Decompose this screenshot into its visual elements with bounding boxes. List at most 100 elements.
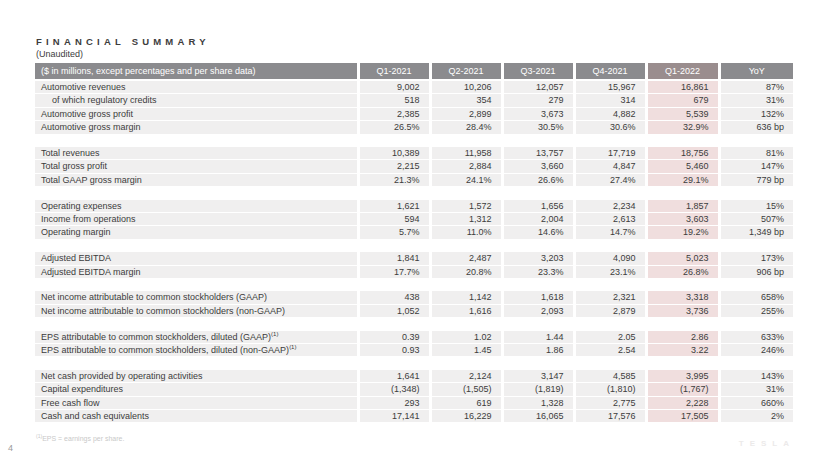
cell-value: 26.6% bbox=[502, 173, 574, 186]
row-label: Capital expenditures bbox=[35, 383, 358, 396]
cell-value: 2,613 bbox=[574, 213, 646, 226]
cell-value: 2,775 bbox=[574, 396, 646, 409]
cell-value: 1,312 bbox=[430, 213, 502, 226]
row-label: Automotive gross margin bbox=[35, 121, 358, 134]
row-label: Total gross profit bbox=[35, 160, 358, 173]
section-gap bbox=[35, 134, 793, 147]
cell-value: 81% bbox=[719, 147, 793, 160]
table-row: Automotive revenues9,00210,20612,05715,9… bbox=[35, 80, 793, 94]
table-row: Operating margin5.7%11.0%14.6%14.7%19.2%… bbox=[35, 226, 793, 239]
cell-value: 3,318 bbox=[646, 291, 719, 304]
cell-value: 31% bbox=[719, 383, 793, 396]
row-label: Income from operations bbox=[35, 213, 358, 226]
cell-value: 13,757 bbox=[502, 147, 574, 160]
table-row: Net income attributable to common stockh… bbox=[35, 304, 793, 317]
cell-value: 3,147 bbox=[502, 370, 574, 383]
section-gap bbox=[35, 279, 793, 292]
cell-value: 29.1% bbox=[646, 173, 719, 186]
cell-value: 2,234 bbox=[574, 200, 646, 213]
cell-value: 279 bbox=[502, 94, 574, 107]
cell-value: 143% bbox=[719, 370, 793, 383]
cell-value: 16,861 bbox=[646, 80, 719, 94]
table-row: Adjusted EBITDA margin17.7%20.8%23.3%23.… bbox=[35, 265, 793, 278]
footnote-text: EPS = earnings per share. bbox=[42, 435, 124, 442]
cell-value: 2,321 bbox=[574, 291, 646, 304]
cell-value: 10,206 bbox=[430, 80, 502, 94]
cell-value: 2% bbox=[719, 410, 793, 423]
cell-value: 1,142 bbox=[430, 291, 502, 304]
cell-value: 17,141 bbox=[358, 410, 430, 423]
cell-value: 1,616 bbox=[430, 304, 502, 317]
cell-value: 1,841 bbox=[358, 252, 430, 265]
cell-value: 17,505 bbox=[646, 410, 719, 423]
cell-value: 14.7% bbox=[574, 226, 646, 239]
cell-value: 173% bbox=[719, 252, 793, 265]
cell-value: 594 bbox=[358, 213, 430, 226]
cell-value: 5,539 bbox=[646, 107, 719, 120]
page-number: 4 bbox=[8, 443, 13, 453]
row-label: Total revenues bbox=[35, 147, 358, 160]
section-gap bbox=[35, 357, 793, 370]
cell-value: 21.3% bbox=[358, 173, 430, 186]
cell-value: 0.93 bbox=[358, 344, 430, 357]
cell-value: 2.54 bbox=[574, 344, 646, 357]
cell-value: 28.4% bbox=[430, 121, 502, 134]
cell-value: 4,090 bbox=[574, 252, 646, 265]
section-gap bbox=[35, 187, 793, 200]
row-label: Net cash provided by operating activitie… bbox=[35, 370, 358, 383]
label-superscript: (1) bbox=[271, 331, 278, 337]
row-label: Free cash flow bbox=[35, 396, 358, 409]
cell-value: 2,487 bbox=[430, 252, 502, 265]
table-row: Adjusted EBITDA1,8412,4873,2034,0905,023… bbox=[35, 252, 793, 265]
row-label: Automotive gross profit bbox=[35, 107, 358, 120]
cell-value: 3,995 bbox=[646, 370, 719, 383]
cell-value: 147% bbox=[719, 160, 793, 173]
table-row: Cash and cash equivalents17,14116,22916,… bbox=[35, 410, 793, 423]
cell-value: 16,065 bbox=[502, 410, 574, 423]
cell-value: 779 bp bbox=[719, 173, 793, 186]
table-body: Automotive revenues9,00210,20612,05715,9… bbox=[35, 80, 793, 423]
row-label: Operating margin bbox=[35, 226, 358, 239]
cell-value: 660% bbox=[719, 396, 793, 409]
cell-value: 9,002 bbox=[358, 80, 430, 94]
section-gap bbox=[35, 239, 793, 252]
cell-value: 3,673 bbox=[502, 107, 574, 120]
page-title: FINANCIAL SUMMARY bbox=[36, 36, 210, 47]
cell-value: 314 bbox=[574, 94, 646, 107]
row-label: Operating expenses bbox=[35, 200, 358, 213]
column-header-q2-2021: Q2-2021 bbox=[430, 63, 502, 80]
column-header-q4-2021: Q4-2021 bbox=[574, 63, 646, 80]
cell-value: 31% bbox=[719, 94, 793, 107]
table-row: Income from operations5941,3122,0042,613… bbox=[35, 213, 793, 226]
cell-value: 4,847 bbox=[574, 160, 646, 173]
table-row: EPS attributable to common stockholders,… bbox=[35, 344, 793, 357]
row-label: Net income attributable to common stockh… bbox=[35, 304, 358, 317]
cell-value: 15,967 bbox=[574, 80, 646, 94]
column-header-q1-2021: Q1-2021 bbox=[358, 63, 430, 80]
cell-value: 906 bp bbox=[719, 265, 793, 278]
cell-value: 4,585 bbox=[574, 370, 646, 383]
cell-value: 11.0% bbox=[430, 226, 502, 239]
cell-value: 30.6% bbox=[574, 121, 646, 134]
cell-value: 507% bbox=[719, 213, 793, 226]
cell-value: 1.44 bbox=[502, 331, 574, 344]
cell-value: 26.5% bbox=[358, 121, 430, 134]
cell-value: 518 bbox=[358, 94, 430, 107]
cell-value: 17,719 bbox=[574, 147, 646, 160]
cell-value: 24.1% bbox=[430, 173, 502, 186]
cell-value: 87% bbox=[719, 80, 793, 94]
cell-value: 26.8% bbox=[646, 265, 719, 278]
cell-value: 1,857 bbox=[646, 200, 719, 213]
page-subtitle: (Unaudited) bbox=[36, 49, 83, 59]
row-label: Automotive revenues bbox=[35, 80, 358, 94]
cell-value: 20.8% bbox=[430, 265, 502, 278]
cell-value: 10,389 bbox=[358, 147, 430, 160]
cell-value: 246% bbox=[719, 344, 793, 357]
cell-value: (1,810) bbox=[574, 383, 646, 396]
cell-value: 1,052 bbox=[358, 304, 430, 317]
financial-summary-table: ($ in millions, except percentages and p… bbox=[35, 63, 793, 423]
cell-value: 2,879 bbox=[574, 304, 646, 317]
footnote: (1)EPS = earnings per share. bbox=[36, 433, 124, 442]
cell-value: 23.1% bbox=[574, 265, 646, 278]
cell-value: 1,572 bbox=[430, 200, 502, 213]
